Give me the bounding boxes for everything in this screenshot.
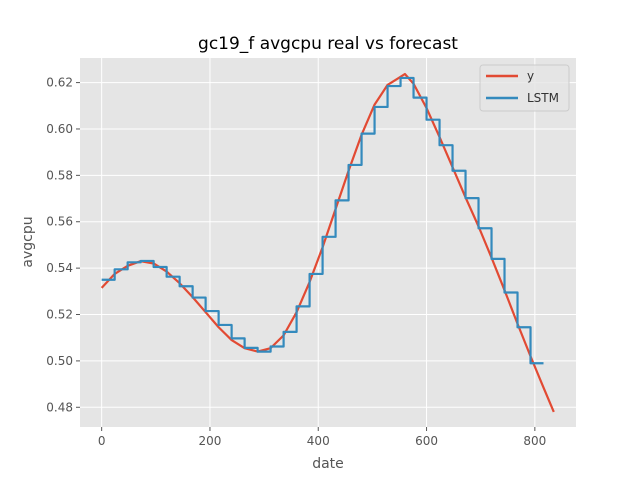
y-tick-label: 0.60 [46,122,73,136]
legend: y LSTM [479,64,570,112]
y-axis-title: avgcpu [20,216,36,267]
y-tick-label: 0.50 [46,354,73,368]
plot-background [80,58,576,427]
x-tick-label: 600 [415,434,438,448]
y-tick-label: 0.54 [46,261,73,275]
y-tick-label: 0.56 [46,215,73,229]
y-axis: 0.48 0.50 0.52 0.54 0.56 0.58 0.60 0.62 [46,76,80,414]
legend-label-lstm: LSTM [527,91,559,105]
y-tick-label: 0.58 [46,168,73,182]
series-group [100,72,555,413]
series-line-lstm [101,76,544,365]
x-tick-label: 800 [523,434,546,448]
x-tick-label: 200 [199,434,222,448]
y-tick-label: 0.52 [46,308,73,322]
x-axis: 0 200 400 600 800 [98,427,546,448]
chart-title: gc19_f avgcpu real vs forecast [198,34,458,54]
x-axis-title: date [312,456,344,472]
legend-label-y: y [527,69,534,83]
y-tick-label: 0.48 [46,400,73,414]
x-tick-label: 400 [307,434,330,448]
y-tick-label: 0.62 [46,76,73,90]
x-tick-label: 0 [98,434,106,448]
